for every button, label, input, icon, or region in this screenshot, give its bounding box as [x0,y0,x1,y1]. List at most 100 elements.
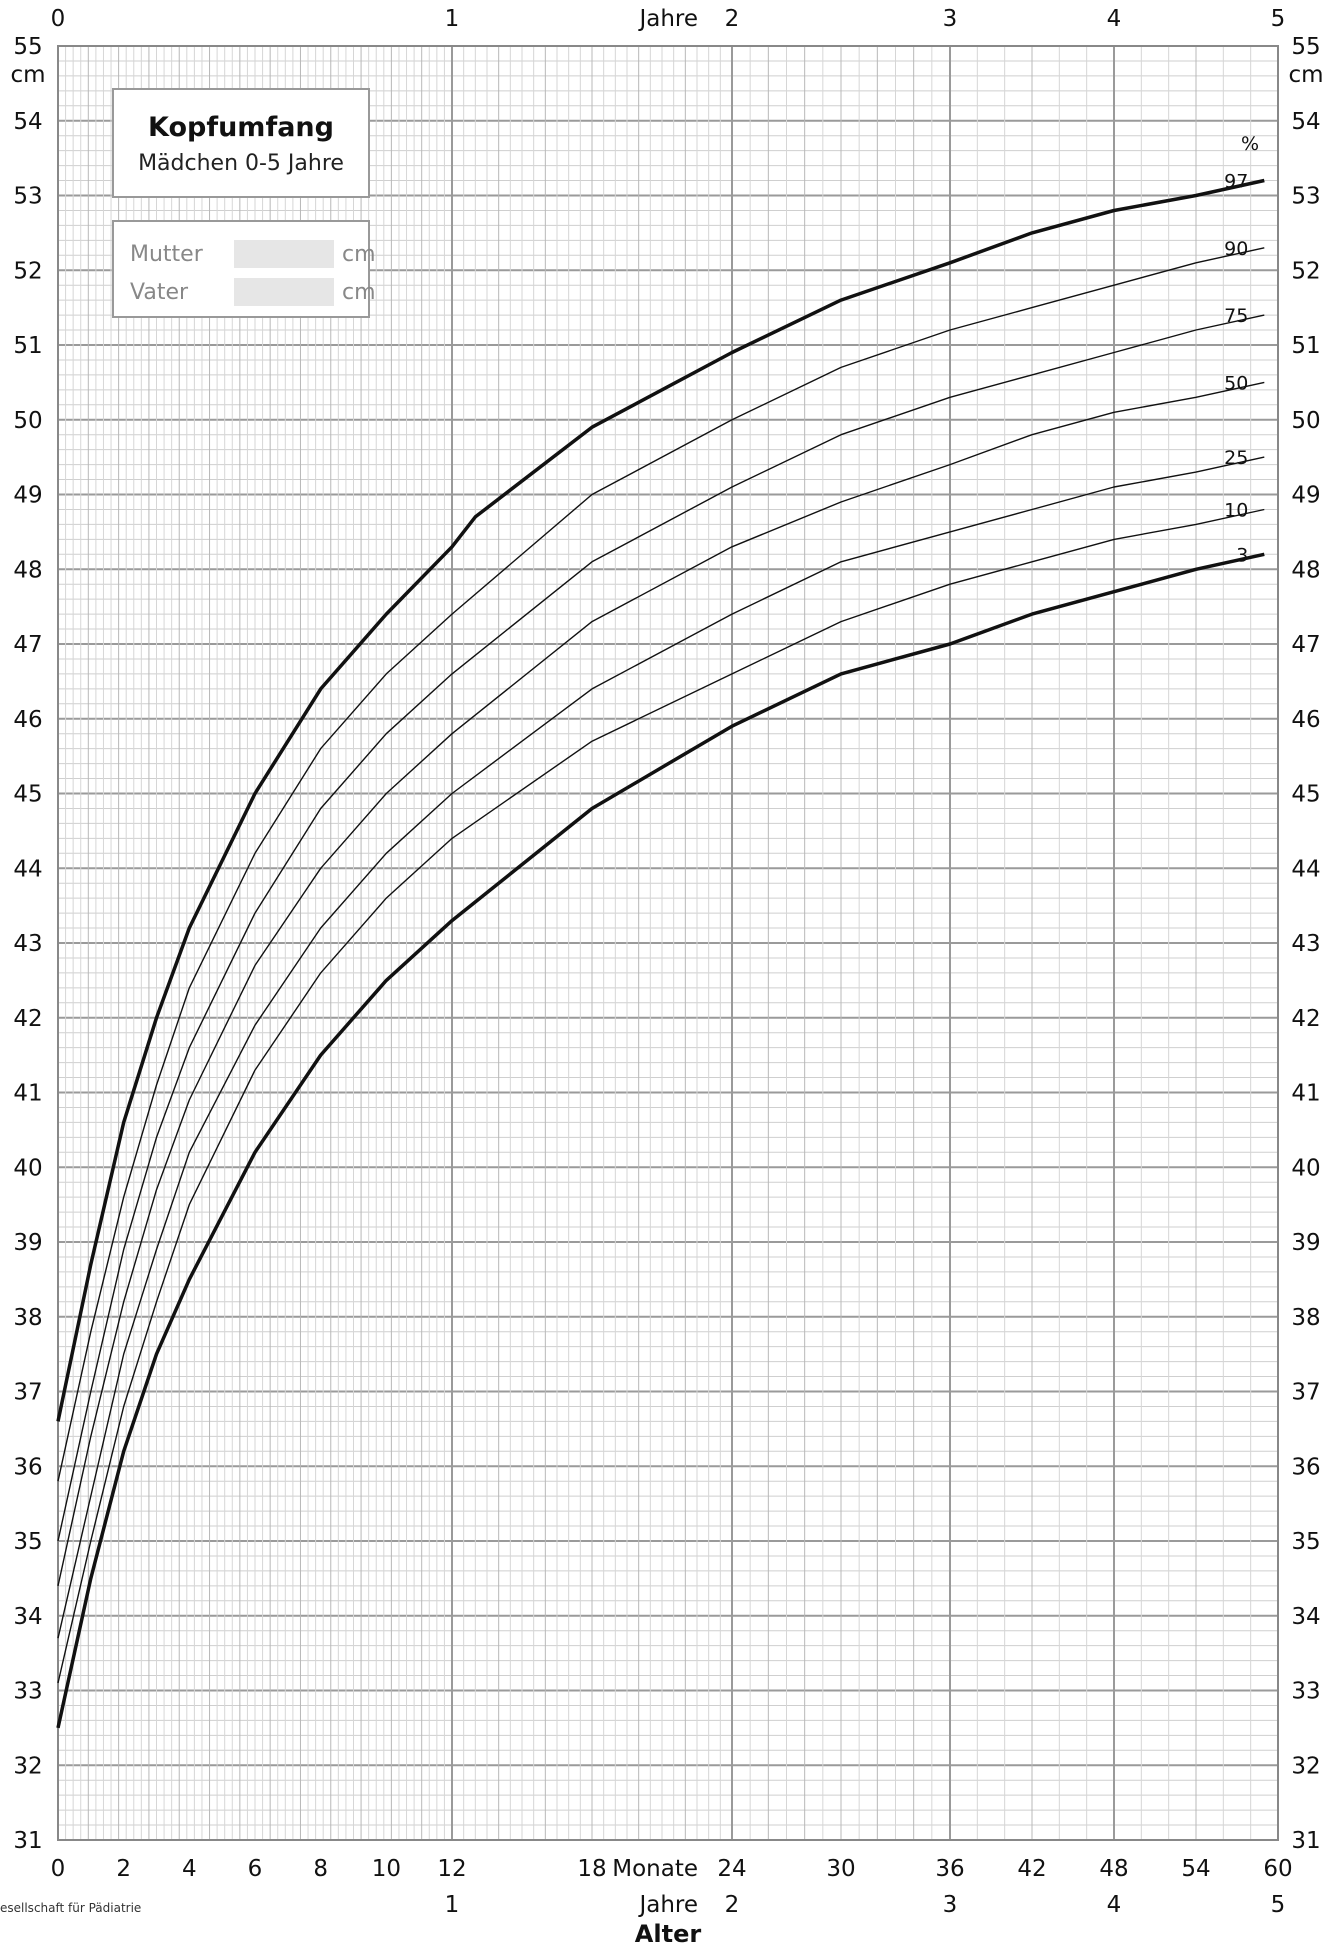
y-tick-label-left: 37 [13,1380,42,1406]
x-tick-label-month: 24 [717,1856,746,1882]
y-tick-label-left: 49 [13,483,42,509]
percentile-curve-90 [57,247,1265,1482]
chart-title-box: Kopfumfang Mädchen 0-5 Jahre [112,88,370,198]
x-tick-label-month: 4 [182,1856,197,1882]
percentile-label-50: 50 [1224,372,1248,394]
percentile-label-3: 3 [1236,544,1248,566]
y-tick-label-left: 35 [13,1529,42,1555]
x-tick-label-month: 48 [1099,1856,1128,1882]
y-tick-label-right: 38 [1291,1305,1320,1331]
parents-box: Mutter cm Vater cm [112,220,376,318]
y-tick-label-right: 33 [1291,1679,1320,1705]
x-tick-label-year-top: 2 [725,6,740,32]
percentile-label-90: 90 [1224,238,1248,260]
x-tick-label-year-top: 5 [1271,6,1286,32]
x-axis-title: Alter [635,1920,702,1945]
x-tick-label-year-bottom: 3 [943,1892,958,1918]
x-tick-label-month: 36 [935,1856,964,1882]
x-tick-label-month: 18 [577,1856,606,1882]
y-tick-label-right: 51 [1291,333,1320,359]
mother-row: Mutter cm [130,240,376,270]
y-tick-label-right: 36 [1291,1454,1320,1480]
x-unit-years-bottom: Jahre [637,1892,698,1918]
y-tick-label-left: 31 [13,1828,42,1854]
mother-label: Mutter [130,242,203,267]
y-tick-label-right: 46 [1291,707,1320,733]
y-tick-label-left: 43 [13,931,42,957]
y-tick-label-left: 47 [13,632,42,658]
father-field[interactable] [234,278,334,306]
percentile-curve-3 [56,552,1265,1729]
x-tick-label-month: 0 [51,1856,66,1882]
percent-unit-label: % [1241,133,1259,155]
mother-field[interactable] [234,240,334,268]
father-row: Vater cm [130,278,376,308]
y-tick-label-right: 55 [1291,34,1320,60]
percentile-curve-75 [57,314,1265,1542]
x-tick-label-month: 60 [1263,1856,1292,1882]
y-tick-label-right: 54 [1291,109,1320,135]
y-tick-label-left: 54 [13,109,42,135]
y-unit-label-right: cm [1288,62,1323,88]
y-tick-label-right: 35 [1291,1529,1320,1555]
y-tick-label-left: 38 [13,1305,42,1331]
x-tick-label-month: 2 [116,1856,131,1882]
y-tick-label-left: 39 [13,1230,42,1256]
y-tick-label-left: 48 [13,557,42,583]
x-tick-label-year-bottom: 5 [1271,1892,1286,1918]
x-tick-label-month: 8 [313,1856,328,1882]
y-tick-label-right: 31 [1291,1828,1320,1854]
y-tick-label-left: 40 [13,1155,42,1181]
y-tick-label-right: 52 [1291,258,1320,284]
y-tick-label-left: 53 [13,184,42,210]
y-tick-label-left: 36 [13,1454,42,1480]
y-tick-label-left: 41 [13,1081,42,1107]
y-tick-label-right: 50 [1291,408,1320,434]
y-tick-label-right: 48 [1291,557,1320,583]
x-tick-label-year-bottom: 1 [445,1892,460,1918]
x-tick-label-year-bottom: 4 [1107,1892,1122,1918]
x-unit-months: Monate [612,1856,698,1882]
y-tick-label-right: 40 [1291,1155,1320,1181]
y-tick-label-left: 46 [13,707,42,733]
x-tick-label-year-bottom: 2 [725,1892,740,1918]
y-tick-label-left: 45 [13,782,42,808]
percentile-label-97: 97 [1224,171,1248,193]
x-tick-label-month: 10 [372,1856,401,1882]
plot-frame [57,45,1279,1841]
y-unit-label-left: cm [10,62,45,88]
chart-subtitle: Mädchen 0-5 Jahre [138,151,344,176]
father-unit: cm [342,280,376,305]
y-tick-label-left: 32 [13,1753,42,1779]
y-tick-label-right: 45 [1291,782,1320,808]
percentile-curve-10 [57,508,1265,1684]
y-tick-label-left: 51 [13,333,42,359]
y-tick-label-right: 41 [1291,1081,1320,1107]
x-tick-label-month: 54 [1181,1856,1210,1882]
x-tick-label-month: 42 [1017,1856,1046,1882]
x-tick-label-month: 12 [437,1856,466,1882]
percentile-label-75: 75 [1224,305,1248,327]
y-tick-label-left: 42 [13,1006,42,1032]
y-tick-label-right: 34 [1291,1604,1320,1630]
y-tick-label-right: 42 [1291,1006,1320,1032]
percentile-label-25: 25 [1224,447,1248,469]
percentile-curves [56,178,1265,1729]
x-tick-label-month: 6 [248,1856,263,1882]
percentile-curve-97 [56,178,1265,1422]
y-tick-label-left: 34 [13,1604,42,1630]
x-tick-label-year-top: 1 [445,6,460,32]
y-tick-label-right: 39 [1291,1230,1320,1256]
percentile-curve-50 [57,381,1265,1587]
father-label: Vater [130,280,189,305]
y-tick-label-right: 44 [1291,856,1320,882]
x-tick-label-year-top: 3 [943,6,958,32]
y-tick-label-right: 43 [1291,931,1320,957]
y-tick-label-left: 55 [13,34,42,60]
y-tick-label-left: 44 [13,856,42,882]
chart-title: Kopfumfang [148,112,334,143]
y-tick-label-right: 47 [1291,632,1320,658]
y-tick-label-left: 50 [13,408,42,434]
